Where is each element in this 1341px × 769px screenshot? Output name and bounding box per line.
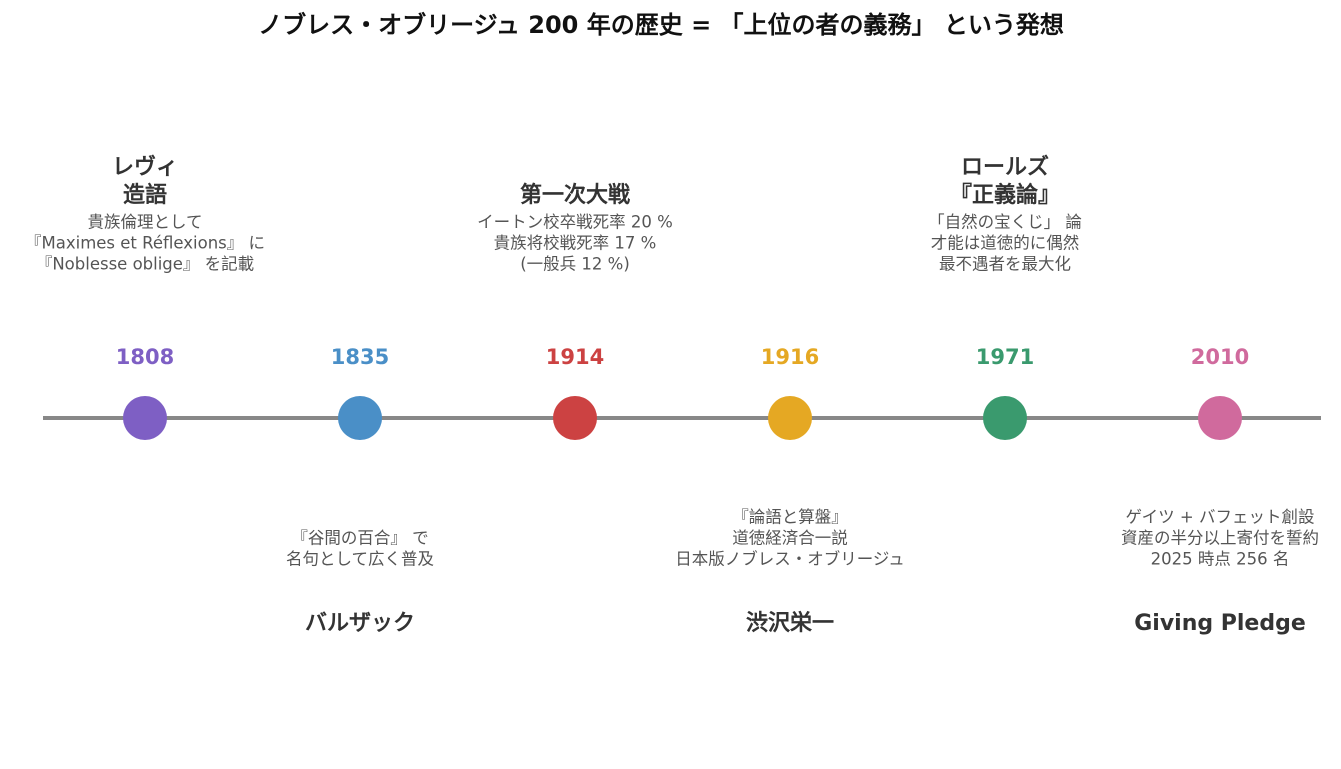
event-title: ロールズ (961, 154, 1049, 180)
event-description: 道徳経済合一説 (732, 529, 848, 548)
event-year: 1808 (116, 345, 174, 369)
event-description: 最不遇者を最大化 (939, 255, 1071, 274)
event-description: 名句として広く普及 (286, 550, 434, 569)
page-title: ノブレス・オブリージュ 200 年の歴史 = 「上位の者の義務」 という発想 (258, 11, 1064, 39)
event-description: ゲイツ + バフェット創設 (1126, 508, 1315, 527)
event-year: 1971 (976, 345, 1034, 369)
event-title: 第一次大戦 (520, 182, 631, 208)
event-title: 造語 (123, 182, 167, 208)
event-description: (一般兵 12 %) (520, 255, 630, 274)
event-marker (983, 396, 1027, 440)
event-description: 「自然の宝くじ」 論 (928, 213, 1082, 232)
event-marker (553, 396, 597, 440)
event-title: レヴィ (112, 154, 178, 180)
event-year: 1914 (546, 345, 604, 369)
event-description: 『論語と算盤』 (732, 508, 848, 527)
event-year: 2010 (1191, 345, 1249, 369)
event-title: Giving Pledge (1134, 611, 1306, 636)
event-marker (1198, 396, 1242, 440)
event-description: 貴族倫理として (87, 213, 202, 232)
event-description: 資産の半分以上寄付を誓約 (1121, 529, 1319, 548)
event-title: バルザック (305, 611, 415, 636)
event-title: 渋沢栄一 (746, 610, 834, 636)
event-description: イートン校卒戦死率 20 % (477, 213, 673, 232)
event-description: 日本版ノブレス・オブリージュ (675, 549, 905, 569)
event-description: 2025 時点 256 名 (1151, 550, 1290, 569)
event-description: 才能は道徳的に偶然 (931, 234, 1080, 253)
event-marker (768, 396, 812, 440)
event-description: 『Maximes et Réflexions』 に (25, 234, 265, 253)
event-description: 貴族将校戦死率 17 % (494, 234, 657, 253)
event-year: 1916 (761, 345, 819, 369)
event-marker (123, 396, 167, 440)
event-description: 『Noblesse oblige』 を記載 (36, 255, 254, 274)
event-year: 1835 (331, 345, 389, 369)
event-description: 『谷間の百合』 で (291, 529, 428, 548)
event-title: 『正義論』 (950, 182, 1060, 208)
event-marker (338, 396, 382, 440)
